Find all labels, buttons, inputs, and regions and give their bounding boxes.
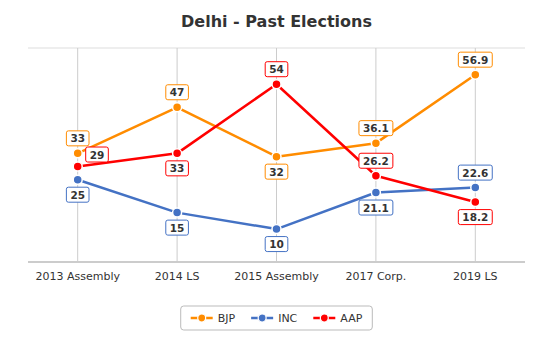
data-label: 47 <box>166 85 189 100</box>
point <box>272 80 281 89</box>
x-tick-label: 2014 LS <box>155 270 200 283</box>
series-line <box>78 75 476 157</box>
chart: Delhi - Past Elections 2013 Assembly 2014 … <box>0 0 553 356</box>
data-label-box <box>166 161 189 176</box>
data-label: 33 <box>66 131 89 146</box>
data-label-box <box>359 121 393 136</box>
data-label: 10 <box>265 237 288 252</box>
point <box>371 171 380 180</box>
data-label-text: 33 <box>70 132 85 144</box>
data-label: 18.2 <box>458 210 492 225</box>
point <box>173 103 182 112</box>
point <box>471 198 480 207</box>
data-label: 21.1 <box>359 200 393 215</box>
data-label-box <box>359 200 393 215</box>
data-label-text: 56.9 <box>462 54 488 66</box>
plot-area <box>73 70 480 233</box>
point <box>173 208 182 217</box>
x-tick-label: 2017 Corp. <box>345 270 406 283</box>
point <box>272 225 281 234</box>
data-label-box <box>359 153 393 168</box>
point <box>73 149 82 158</box>
data-label-box <box>458 52 492 67</box>
data-label-box <box>265 164 288 179</box>
point <box>272 152 281 161</box>
data-label: 26.2 <box>359 153 393 168</box>
data-label-box <box>265 62 288 77</box>
legend-marker <box>198 314 206 322</box>
legend-box <box>181 306 373 330</box>
legend: BJP INC AAP <box>181 306 373 330</box>
legend-label: AAP <box>340 312 362 325</box>
point <box>173 149 182 158</box>
x-tick-label: 2013 Assembly <box>35 270 120 283</box>
data-label-text: 29 <box>90 149 105 161</box>
data-label: 25 <box>66 187 89 202</box>
data-label-text: 32 <box>269 166 284 178</box>
data-label-box <box>86 147 109 162</box>
x-tick-label: 2015 Assembly <box>234 270 319 283</box>
data-label-text: 22.6 <box>462 167 488 179</box>
data-label-text: 21.1 <box>363 202 389 214</box>
legend-marker <box>258 314 266 322</box>
grid-line <box>475 48 476 262</box>
x-tick-label: 2019 LS <box>453 270 498 283</box>
legend-label: INC <box>278 312 297 325</box>
data-label-text: 33 <box>170 162 185 174</box>
data-label-box <box>166 220 189 235</box>
data-label-box <box>265 237 288 252</box>
data-label-box <box>166 85 189 100</box>
data-label: 33 <box>166 161 189 176</box>
point <box>371 139 380 148</box>
data-label: 29 <box>86 147 109 162</box>
data-labels: 33 29 25 47 33 15 54 32 10 36.1 26.2 21.1 56.9 22.6 18… <box>66 52 492 251</box>
data-label-text: 47 <box>170 86 185 98</box>
data-label: 36.1 <box>359 121 393 136</box>
point <box>73 175 82 184</box>
legend-item: BJP <box>191 312 236 325</box>
data-label: 54 <box>265 62 288 77</box>
series-line <box>78 84 476 202</box>
legend-label: BJP <box>218 312 236 325</box>
data-label: 15 <box>166 220 189 235</box>
data-label-box <box>66 187 89 202</box>
legend-marker <box>320 314 328 322</box>
data-label-box <box>458 165 492 180</box>
data-label-text: 15 <box>170 222 185 234</box>
data-label: 32 <box>265 164 288 179</box>
title: Delhi - Past Elections <box>181 12 372 31</box>
data-label-box <box>458 210 492 225</box>
data-label-box <box>66 131 89 146</box>
data-label-text: 10 <box>269 238 284 250</box>
data-label: 56.9 <box>458 52 492 67</box>
data-label-text: 54 <box>269 63 284 75</box>
point <box>471 183 480 192</box>
data-label-text: 36.1 <box>363 122 389 134</box>
point <box>73 162 82 171</box>
legend-item: AAP <box>313 312 362 325</box>
legend-item: INC <box>251 312 297 325</box>
point <box>371 188 380 197</box>
point <box>471 70 480 79</box>
data-label-text: 25 <box>70 189 85 201</box>
data-label-text: 26.2 <box>363 155 389 167</box>
data-label: 22.6 <box>458 165 492 180</box>
data-label-text: 18.2 <box>462 211 488 223</box>
